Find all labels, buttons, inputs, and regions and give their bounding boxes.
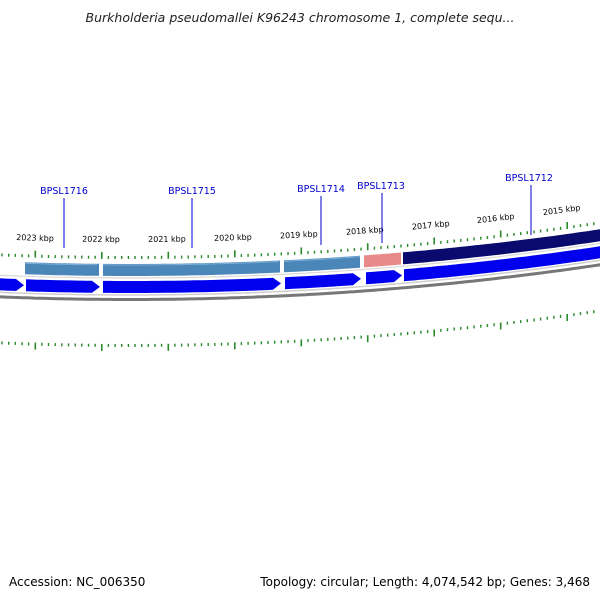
gene-arrow-arrow-5[interactable] bbox=[366, 270, 402, 285]
gene-arrow-arrow-6[interactable] bbox=[404, 245, 600, 282]
kbp-label: 2023 kbp bbox=[16, 233, 54, 243]
feature-highlight-1 bbox=[24, 262, 97, 266]
gene-label-bpsl1713[interactable]: BPSL1713 bbox=[357, 181, 405, 192]
backbone-inner-line bbox=[0, 259, 600, 296]
kbp-label: 2018 kbp bbox=[346, 225, 384, 237]
backbone-line bbox=[0, 242, 600, 301]
kbp-label: 2015 kbp bbox=[542, 203, 581, 217]
gene-labels: BPSL1716 BPSL1715 BPSL1714 BPSL1713 BPSL1712 bbox=[40, 173, 553, 248]
tick-marks-lower bbox=[1, 310, 595, 351]
topology-summary-text: Topology: circular; Length: 4,074,542 bp… bbox=[260, 575, 590, 589]
kbp-labels: 2023 kbp 2022 kbp 2021 kbp 2020 kbp 2019 kbp… bbox=[16, 203, 581, 244]
map-title: Burkholderia pseudomallei K96243 chromos… bbox=[85, 10, 515, 25]
gene-label-bpsl1712[interactable]: BPSL1712 bbox=[505, 173, 553, 184]
kbp-label: 2021 kbp bbox=[148, 235, 186, 244]
gene-arrow-arrow-3[interactable] bbox=[103, 277, 281, 293]
tick-marks-upper bbox=[1, 222, 595, 259]
feature-block-seg-2[interactable] bbox=[103, 260, 280, 277]
upper-feature-track bbox=[24, 228, 600, 277]
feature-block-seg-1[interactable] bbox=[25, 262, 99, 276]
track-divider-line bbox=[0, 242, 600, 279]
kbp-label: 2016 kbp bbox=[476, 212, 514, 225]
gene-label-bpsl1714[interactable]: BPSL1714 bbox=[297, 184, 345, 195]
gene-arrow-arrow-1[interactable] bbox=[0, 278, 24, 291]
gene-arrow-arrow-4[interactable] bbox=[285, 273, 361, 290]
gene-arrow-arrow-2[interactable] bbox=[26, 279, 100, 293]
kbp-label: 2020 kbp bbox=[214, 233, 252, 243]
feature-block-seg-5[interactable] bbox=[403, 228, 600, 265]
gene-label-bpsl1715[interactable]: BPSL1715 bbox=[168, 186, 216, 197]
kbp-label: 2022 kbp bbox=[82, 235, 120, 244]
accession-text: Accession: NC_006350 bbox=[9, 575, 146, 589]
lower-feature-track bbox=[0, 245, 600, 293]
feature-highlight-2 bbox=[103, 261, 280, 266]
backbone-outer-line bbox=[0, 263, 600, 301]
kbp-label: 2017 kbp bbox=[412, 219, 450, 232]
feature-block-seg-4[interactable] bbox=[364, 252, 401, 268]
feature-highlight-3 bbox=[283, 256, 361, 262]
feature-block-seg-3[interactable] bbox=[284, 255, 360, 273]
gene-label-bpsl1716[interactable]: BPSL1716 bbox=[40, 186, 88, 197]
kbp-label: 2019 kbp bbox=[280, 230, 318, 241]
